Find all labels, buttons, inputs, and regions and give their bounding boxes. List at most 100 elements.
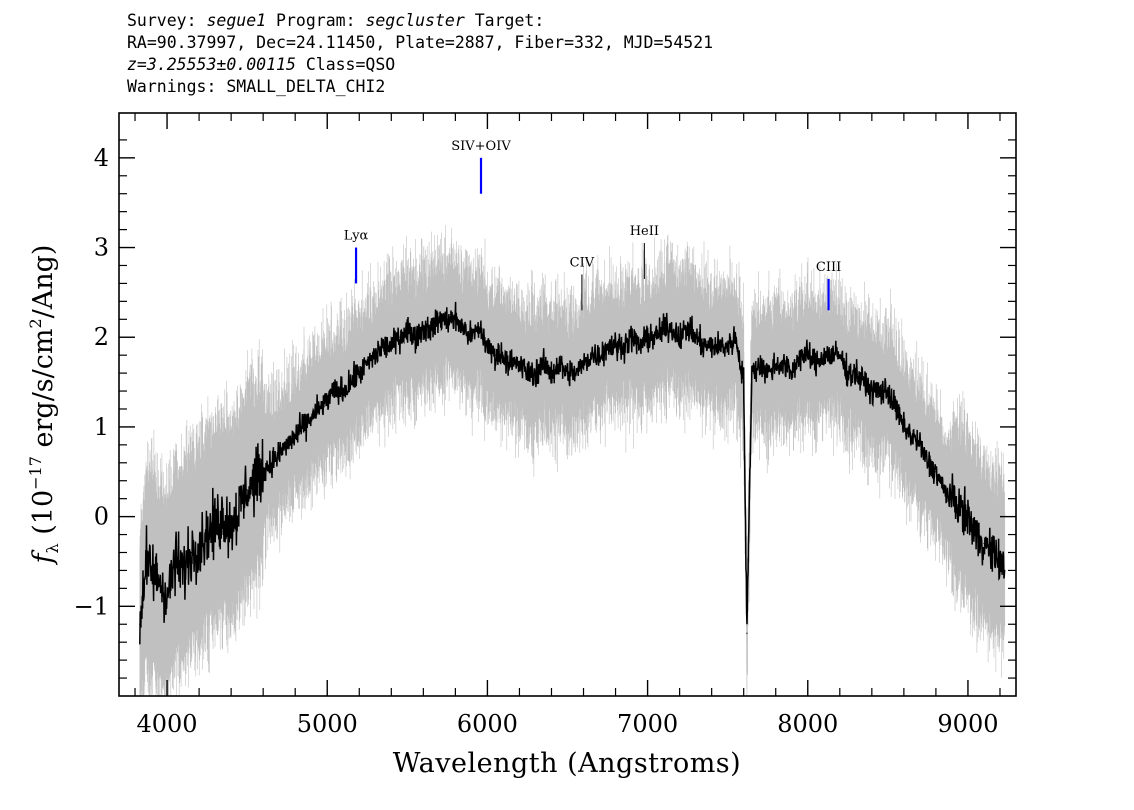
flux-point	[623, 345, 625, 347]
y-label-exp1: −17	[26, 456, 45, 490]
flux-point	[727, 345, 729, 347]
y-label-sub: λ	[43, 543, 62, 553]
flux-point	[711, 345, 713, 347]
flux-point	[999, 560, 1001, 563]
flux-point	[655, 336, 657, 338]
flux-point	[903, 426, 905, 428]
header-line-redshift: z=3.25553±0.00115 Class=QSO	[127, 54, 713, 76]
header-line-survey: Survey: segue1 Program: segcluster Targe…	[127, 10, 713, 32]
flux-point	[887, 390, 889, 392]
y-label-mid: erg/s/cm	[28, 329, 59, 457]
flux-point	[158, 578, 160, 581]
flux-point	[983, 542, 985, 545]
flux-point	[182, 569, 184, 572]
flux-point	[294, 435, 296, 437]
x-axis-label: Wavelength (Angstroms)	[393, 748, 741, 779]
flux-point	[462, 327, 464, 329]
flux-point	[823, 354, 825, 356]
flux-point	[166, 596, 168, 598]
flux-point	[663, 327, 665, 329]
flux-point	[566, 372, 569, 374]
flux-point	[222, 516, 224, 518]
flux-point	[919, 444, 921, 446]
flux-point	[334, 390, 336, 392]
flux-point	[871, 390, 873, 392]
flux-point	[318, 408, 320, 410]
flux-point	[647, 336, 649, 338]
flux-point	[855, 372, 857, 374]
flux-point	[746, 632, 748, 634]
flux-point	[398, 336, 400, 338]
flux-point	[366, 363, 368, 365]
flux-point	[486, 345, 488, 347]
flux-point	[815, 363, 817, 365]
flux-point	[414, 336, 416, 338]
x-tick-label: 9000	[937, 710, 998, 738]
flux-point	[246, 489, 248, 491]
flux-point	[991, 551, 993, 554]
flux-point	[390, 345, 392, 347]
flux-point	[767, 372, 769, 374]
flux-point	[879, 390, 881, 392]
flux-point	[526, 372, 529, 374]
x-tick-label: 7000	[617, 710, 678, 738]
flux-point	[558, 363, 561, 365]
y-label-exp2: 2	[26, 318, 45, 328]
flux-point	[214, 525, 216, 527]
y-label-pre: (10	[28, 490, 59, 543]
flux-point	[190, 551, 192, 554]
flux-point	[446, 318, 448, 320]
flux-point	[302, 426, 304, 428]
flux-point	[959, 507, 961, 509]
flux-point	[895, 408, 897, 410]
flux-point	[839, 354, 841, 356]
flux-point	[590, 354, 593, 356]
flux-point	[542, 363, 545, 365]
flux-point	[927, 462, 929, 464]
flux-point	[606, 345, 609, 347]
line-marker-label: CIII	[816, 260, 841, 275]
spectrum-header: Survey: segue1 Program: segcluster Targe…	[127, 10, 713, 98]
flux-point	[430, 327, 432, 329]
flux-point	[615, 345, 617, 347]
header-line-warnings: Warnings: SMALL_DELTA_CHI2	[127, 77, 386, 96]
flux-point	[150, 569, 152, 572]
line-marker-label: CIV	[570, 255, 595, 270]
flux-point	[422, 327, 424, 329]
y-tick-label: 0	[94, 503, 109, 531]
flux-point	[518, 363, 521, 365]
survey-value: segue1	[206, 11, 267, 30]
flux-point	[510, 363, 512, 365]
flux-point	[751, 372, 753, 374]
flux-point	[278, 453, 280, 455]
flux-point	[230, 525, 232, 527]
flux-point	[799, 354, 801, 356]
flux-point	[310, 417, 312, 419]
flux-point	[494, 354, 496, 356]
x-tick-label: 4000	[137, 710, 198, 738]
flux-point	[719, 345, 721, 347]
flux-point	[286, 444, 288, 446]
flux-point	[911, 435, 913, 437]
flux-point	[139, 623, 141, 625]
flux-point	[238, 507, 240, 509]
flux-point	[374, 354, 376, 356]
flux-point	[358, 372, 360, 374]
flux-point	[534, 372, 537, 374]
flux-point	[262, 471, 264, 473]
y-tick-label: 1	[94, 413, 109, 441]
x-axis: 4000 5000 6000 7000 8000 9000	[134, 113, 1001, 738]
y-axis-label: fλ (10−17 erg/s/cm2/Ang)	[26, 245, 62, 566]
flux-point	[975, 534, 977, 536]
plot-frame	[118, 112, 1017, 697]
program-value: segcluster	[365, 11, 465, 30]
flux-point	[406, 327, 408, 329]
flux-point	[145, 560, 147, 563]
flux-point	[943, 489, 945, 491]
flux-point	[206, 534, 208, 536]
y-tick-label: 4	[94, 144, 109, 172]
program-label: Program:	[266, 11, 366, 30]
flux-point	[326, 399, 328, 401]
flux-point	[470, 336, 472, 338]
